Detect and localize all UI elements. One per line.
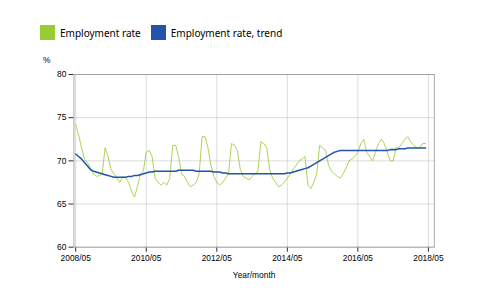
svg-text:2012/05: 2012/05 xyxy=(202,253,233,263)
svg-text:2016/05: 2016/05 xyxy=(343,253,374,263)
svg-text:70: 70 xyxy=(57,156,67,166)
svg-text:Year/month: Year/month xyxy=(233,270,276,280)
svg-text:65: 65 xyxy=(57,199,67,209)
html-text:Employment rate: Employment rate xyxy=(60,25,141,40)
svg-text:2018/05: 2018/05 xyxy=(413,253,444,263)
svg-text:75: 75 xyxy=(57,112,67,122)
svg-text:2008/05: 2008/05 xyxy=(61,253,92,263)
svg-text:%: % xyxy=(43,55,51,65)
svg-text:2014/05: 2014/05 xyxy=(272,253,303,263)
svg-text:80: 80 xyxy=(57,69,67,79)
svg-text:2010/05: 2010/05 xyxy=(131,253,162,263)
html-text:Employment rate, trend: Employment rate, trend xyxy=(170,25,283,40)
svg-text:60: 60 xyxy=(57,242,67,252)
